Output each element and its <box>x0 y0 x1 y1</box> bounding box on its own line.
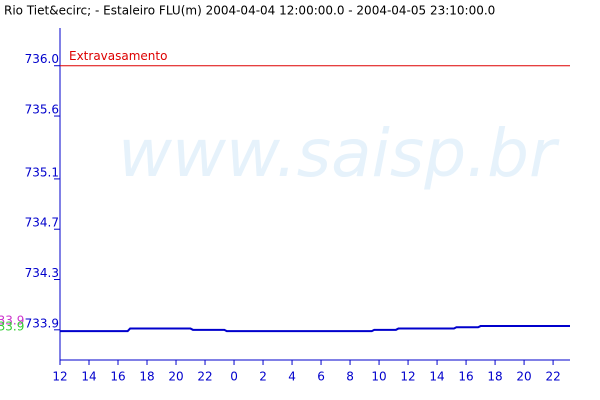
x-tick-label: 20 <box>168 370 183 384</box>
threshold-label: Extravasamento <box>69 49 167 63</box>
x-tick-label: 12 <box>400 370 415 384</box>
x-tick-label: 6 <box>317 370 325 384</box>
x-tick-label: 20 <box>516 370 531 384</box>
y-tick-label: 733.9 <box>25 316 59 330</box>
chart-title: Rio Tiet&ecirc; - Estaleiro FLU(m) 2004-… <box>4 4 495 18</box>
x-tick-label: 18 <box>139 370 154 384</box>
x-tick-label: 16 <box>110 370 125 384</box>
data-line <box>60 325 570 333</box>
x-tick-label: 22 <box>197 370 212 384</box>
x-tick-label: 0 <box>230 370 238 384</box>
x-tick-label: 18 <box>487 370 502 384</box>
x-tick-label: 10 <box>371 370 386 384</box>
side-label: 733.9 <box>0 313 24 327</box>
side-label: 733.9 <box>0 319 24 333</box>
y-tick-label: 734.7 <box>25 216 59 230</box>
x-tick-label: 14 <box>429 370 444 384</box>
y-tick-label: 735.6 <box>25 103 59 117</box>
watermark: www.saisp.br <box>118 115 560 192</box>
x-tick-label: 2 <box>259 370 267 384</box>
x-tick-label: 22 <box>545 370 560 384</box>
x-tick-label: 4 <box>288 370 296 384</box>
x-tick-label: 14 <box>81 370 96 384</box>
y-tick-label: 736.0 <box>25 52 59 66</box>
x-tick-label: 12 <box>52 370 67 384</box>
x-tick-label: 16 <box>458 370 473 384</box>
y-tick-label: 734.3 <box>25 266 59 280</box>
y-tick-label: 735.1 <box>25 165 59 179</box>
x-tick-label: 8 <box>346 370 354 384</box>
